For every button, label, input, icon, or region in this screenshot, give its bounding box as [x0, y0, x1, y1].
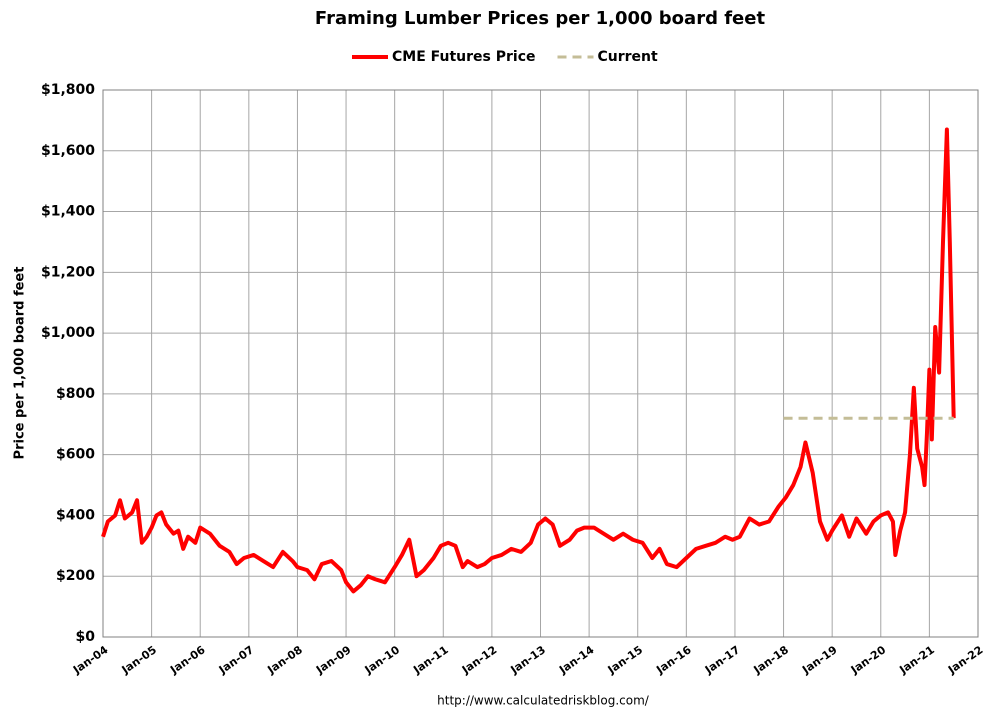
y-tick-label: $600	[56, 447, 95, 463]
x-tick-label: Jan-15	[605, 643, 645, 677]
y-axis-label: Price per 1,000 board feet	[13, 267, 28, 460]
plot-border	[102, 89, 979, 638]
x-tick-label: Jan-05	[119, 643, 159, 677]
line	[101, 127, 956, 594]
y-tick-label: $1,200	[41, 264, 95, 280]
legend-label: Current	[598, 49, 659, 65]
chart-title: Framing Lumber Prices per 1,000 board fe…	[315, 8, 766, 29]
y-tick-label: $1,800	[41, 82, 95, 98]
x-tick-label: Jan-08	[264, 643, 304, 677]
y-tick-label: $1,600	[41, 143, 95, 159]
x-tick-label: Jan-11	[410, 643, 450, 677]
x-tick-label: Jan-22	[945, 643, 985, 677]
x-tick-label: Jan-20	[848, 643, 889, 677]
source: http://www.calculatedriskblog.com/	[437, 694, 650, 708]
x-tick-label: Jan-04	[70, 643, 111, 677]
y-tick-label: $0	[76, 629, 96, 645]
x-tick-label: Jan-18	[751, 643, 791, 677]
x-tick-label: Jan-07	[216, 643, 256, 677]
x-tick-label: Jan-14	[556, 643, 597, 677]
x-tick-label: Jan-17	[702, 643, 742, 677]
x-tick-label: Jan-10	[362, 643, 403, 677]
x-tick-label: Jan-06	[167, 643, 208, 677]
y-tick-label: $400	[56, 507, 95, 523]
x-tick-label: Jan-19	[799, 643, 839, 677]
y-tick-label: $200	[56, 568, 95, 584]
y-tick-label: $1,000	[41, 325, 95, 341]
x-tick-label: Jan-16	[653, 643, 694, 677]
legend-label: CME Futures Price	[392, 49, 536, 65]
y-tick-label: $800	[56, 386, 95, 402]
y-tick-label: $1,400	[41, 204, 95, 220]
x-tick-label: Jan-12	[459, 643, 499, 677]
x-tick-label: Jan-21	[896, 643, 936, 677]
x-tick-label: Jan-13	[508, 643, 548, 677]
x-tick-label: Jan-09	[313, 643, 353, 677]
